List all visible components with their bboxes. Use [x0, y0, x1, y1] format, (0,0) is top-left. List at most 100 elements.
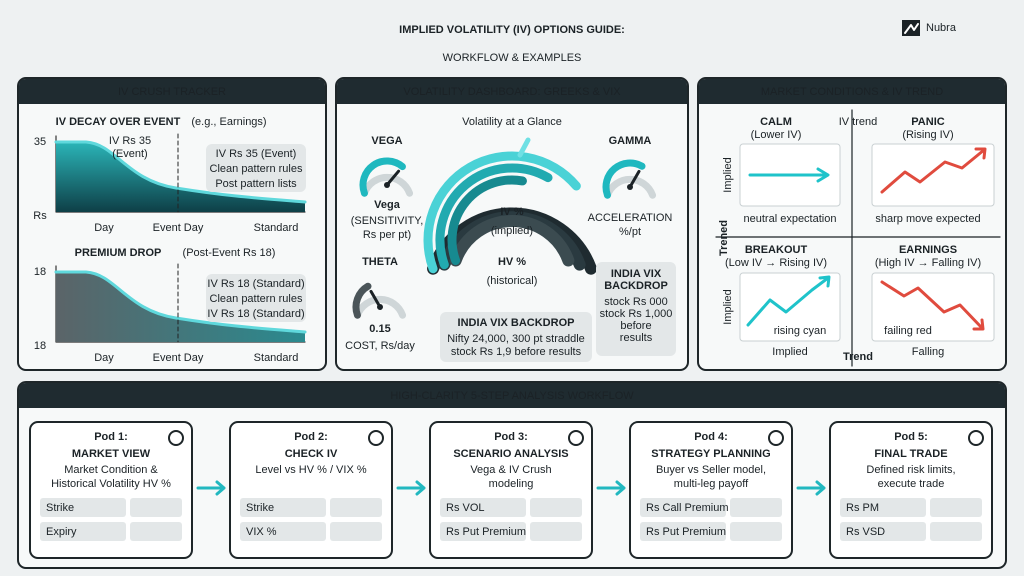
quad-title: PANIC: [911, 116, 944, 128]
gauge-hub: [384, 182, 390, 188]
curve: [54, 140, 307, 204]
gauge-fill: [352, 282, 372, 319]
pod-desc: Buyer vs Seller model,: [656, 464, 766, 476]
pod-arrow: [596, 480, 626, 496]
panel-title: HIGH-CLARITY 5-STEP ANALYSIS WORKFLOW: [390, 390, 634, 402]
y-label: 18: [34, 266, 46, 278]
pod-icon: [368, 430, 384, 446]
y-axis-label: Implied: [722, 157, 734, 192]
gauge-track: [360, 173, 414, 197]
pod-label: Pod 3:: [494, 431, 528, 443]
pod-icon: [968, 430, 984, 446]
gauge-iv-note: (implied): [491, 225, 533, 237]
vix-box: [440, 312, 592, 362]
quad-caption: Falling: [912, 346, 944, 358]
pod-label: Pod 2:: [294, 431, 328, 443]
curve: [54, 270, 307, 334]
pod-title: FINAL TRADE: [874, 448, 947, 460]
quad-chart: [871, 272, 995, 342]
quad-title: EARNINGS: [899, 244, 957, 256]
greek-label: THETA: [362, 256, 398, 268]
pod-label: Pod 5:: [894, 431, 928, 443]
big-gauge-fill: [423, 151, 581, 274]
subtitle: Volatility at a Glance: [462, 116, 562, 128]
pod-icon: [768, 430, 784, 446]
pod-desc: Vega & IV Crush: [470, 464, 551, 476]
brand-name: Nubra: [926, 22, 957, 34]
y-label: Rs: [33, 210, 47, 222]
greek-label: VEGA: [371, 135, 402, 147]
gauge-hv: HV %: [498, 256, 526, 268]
info-line: Clean pattern rules: [210, 293, 303, 305]
greek-label: GAMMA: [609, 135, 652, 147]
greek-desc: (SENSITIVITY,: [351, 215, 424, 227]
gauge-track: [353, 295, 407, 319]
quad-sub: (High IV → Falling IV): [875, 257, 981, 269]
gauge-label: Vega: [374, 199, 401, 211]
quad-chart: [871, 143, 995, 207]
chart-title: IV DECAY OVER EVENT: [56, 116, 181, 128]
pod-desc: Level vs HV % / VIX %: [255, 464, 366, 476]
y-axis-label: Implied: [722, 289, 734, 324]
vix-line: Nifty 24,000, 300 pt straddle: [447, 333, 585, 345]
x-label: Day: [94, 352, 114, 364]
quad-sub: (Lower IV): [751, 129, 802, 141]
pod-title: SCENARIO ANALYSIS: [453, 448, 568, 460]
quad-title: BREAKOUT: [745, 244, 808, 256]
axis-note: Trened: [718, 220, 730, 256]
pod-cell: [530, 498, 582, 517]
pod-row: [840, 498, 926, 517]
pod-title: CHECK IV: [285, 448, 338, 460]
gauge-track: [603, 175, 657, 199]
pod-title: MARKET VIEW: [72, 448, 151, 460]
pod-row: [40, 498, 126, 517]
pod-cell: [130, 522, 182, 541]
side-line: stock Rs 000: [604, 296, 668, 308]
pod-cell: [730, 498, 782, 517]
greek-value: 0.15: [369, 323, 390, 335]
quad-inner: failing red: [884, 325, 932, 337]
quad-inner: rising cyan: [774, 325, 827, 337]
chart-note: (e.g., Earnings): [191, 116, 266, 128]
gauge-iv: IV %: [500, 206, 523, 218]
pod-desc: execute trade: [878, 478, 945, 490]
side-line: results: [620, 332, 653, 344]
vix-side-box: [596, 262, 676, 356]
pod-arrow: [796, 480, 826, 496]
pod-row: [840, 522, 926, 541]
pod-desc: Defined risk limits,: [866, 464, 955, 476]
greek-desc: ACCELERATION: [588, 212, 673, 224]
pod-arrow: [396, 480, 426, 496]
pod-cell: [730, 522, 782, 541]
trend-line: [880, 280, 985, 331]
pod-row-label: Rs Call Premium: [646, 502, 729, 514]
side-line: stock Rs 1,000: [600, 308, 673, 320]
big-gauge-track: [449, 215, 575, 267]
chart-note: (Post-Event Rs 18): [183, 247, 276, 259]
pod-cell: [330, 522, 382, 541]
gauge-needle: [385, 169, 401, 187]
quad-caption: sharp move expected: [875, 213, 980, 225]
greek-desc: COST, Rs/day: [345, 340, 415, 352]
pod-row-label: Rs Put Premium: [646, 526, 726, 538]
x-label: Event Day: [153, 352, 204, 364]
pod-desc: Historical Volatility HV %: [51, 478, 171, 490]
panel-title: IV CRUSH TRACKER: [118, 86, 226, 98]
trend-line: [746, 275, 831, 327]
pod-cell: [130, 498, 182, 517]
info-line: Clean pattern rules: [210, 163, 303, 175]
y-label: 35: [34, 136, 46, 148]
pod-row: [240, 522, 326, 541]
x-label: Event Day: [153, 222, 204, 234]
chart-title: PREMIUM DROP: [75, 247, 162, 259]
pod-cell: [930, 498, 982, 517]
gauge-hub: [377, 304, 383, 310]
page-subtitle: WORKFLOW & EXAMPLES: [443, 52, 582, 64]
gauge-fill: [359, 157, 406, 197]
panel-header: [337, 79, 687, 104]
quad-sub: (Low IV → Rising IV): [725, 257, 827, 269]
pod-label: Pod 4:: [694, 431, 728, 443]
info-box: [206, 274, 306, 322]
pod-title: STRATEGY PLANNING: [651, 448, 770, 460]
trend-line: [880, 147, 987, 194]
